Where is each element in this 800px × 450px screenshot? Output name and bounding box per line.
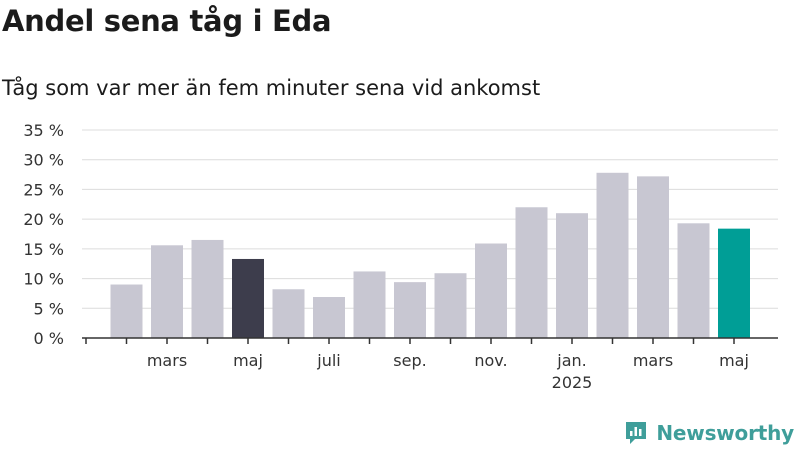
bar — [272, 289, 305, 338]
bar — [191, 239, 224, 338]
bar — [556, 213, 588, 338]
x-tick-sublabel: 2025 — [552, 373, 593, 392]
bar — [353, 271, 386, 338]
y-tick-label: 0 % — [34, 329, 64, 348]
bar — [596, 172, 629, 338]
y-tick-label: 25 % — [23, 180, 64, 199]
y-tick-label: 20 % — [23, 210, 64, 229]
x-tick-label: nov. — [474, 351, 507, 370]
bar — [515, 207, 548, 338]
bar — [151, 245, 183, 338]
y-tick-label: 10 % — [23, 270, 64, 289]
y-tick-label: 5 % — [34, 299, 64, 318]
x-tick-label: juli — [316, 351, 340, 370]
y-tick-label: 30 % — [23, 151, 64, 170]
bar-chart: 0 % 5 % 10 % 15 % 20 % 25 % 30 % 35 % mars maj jul… — [23, 121, 778, 392]
chart-subtitle: Tåg som var mer än fem minuter sena vid … — [2, 76, 541, 100]
bar — [475, 243, 507, 338]
bar — [637, 176, 669, 338]
x-tick-label: mars — [147, 351, 187, 370]
bar — [110, 284, 143, 338]
bar — [434, 273, 467, 338]
x-tick-label: jan. — [556, 351, 586, 370]
x-tick-label: maj — [719, 351, 749, 370]
bar — [677, 223, 710, 338]
x-tick-label: sep. — [393, 351, 426, 370]
x-tick-label: maj — [233, 351, 263, 370]
bar — [232, 258, 264, 338]
bar — [394, 282, 426, 338]
y-tick-label: 35 % — [23, 121, 64, 140]
bar-chart-speech-bubble-icon — [626, 422, 647, 444]
bar — [718, 228, 750, 338]
y-tick-label: 15 % — [23, 240, 64, 259]
chart-title: Andel sena tåg i Eda — [2, 4, 332, 38]
brand-name: Newsworthy — [656, 421, 794, 445]
x-tick-label: mars — [633, 351, 673, 370]
brand-logo: Newsworthy — [624, 420, 794, 446]
bar — [313, 296, 345, 338]
